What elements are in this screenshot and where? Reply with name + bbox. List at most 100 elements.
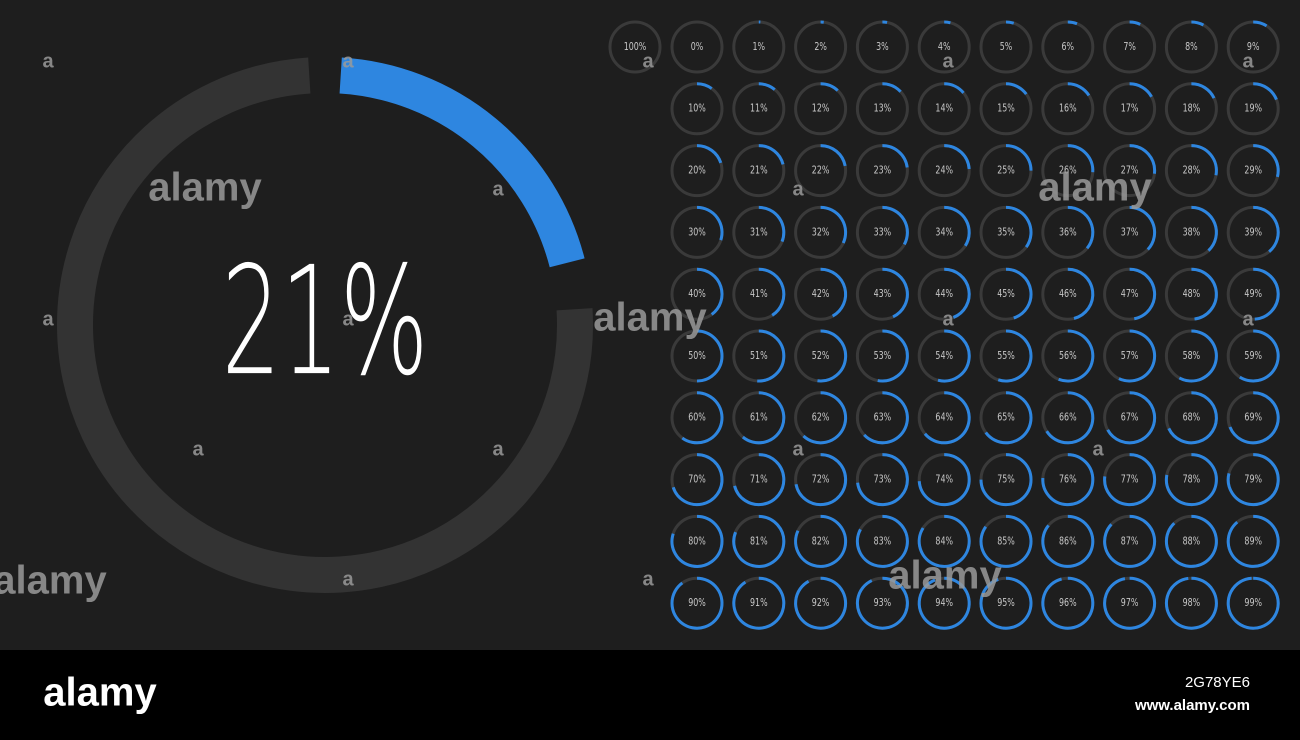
meter-label: 20% [688,164,706,177]
meter-label: 97% [1121,597,1139,610]
meter-track [670,20,724,74]
meter-arc [681,391,724,445]
footer-logo: alamy [43,671,157,715]
meter-track [608,20,662,74]
meter-arc [1253,205,1280,253]
meter-arc [855,514,909,568]
meter-label: 86% [1059,535,1077,548]
meter-arc [802,391,848,445]
meter-label: 100% [624,41,647,54]
meter-arc [794,514,848,568]
meter-arc [1164,576,1218,630]
meter-label: 77% [1121,473,1139,486]
meter-label: 95% [997,597,1015,610]
meter-arc [696,144,723,164]
meter-arc [863,391,909,445]
meter-label: 61% [750,411,768,424]
meter-arc [882,144,909,168]
meter-label: 35% [997,226,1015,239]
meter-label: 92% [812,597,830,610]
meter-arc [1191,205,1218,252]
watermark: a [792,438,804,460]
watermark: a [1242,50,1254,72]
meter-arc [820,82,839,92]
meter-arc [741,391,786,445]
meter-label: 66% [1059,411,1077,424]
watermark: a [492,438,504,460]
meter-arc [1191,82,1216,99]
meter-label: 25% [997,164,1015,177]
watermark: a [942,50,954,72]
meter-label: 40% [688,288,706,301]
meter-label: 6% [1062,41,1075,54]
meter-label: 38% [1183,226,1201,239]
meter-label: 51% [750,350,768,363]
meter-label: 70% [688,473,706,486]
meter-arc [1226,576,1280,630]
meter-label: 45% [997,288,1015,301]
meter-label: 23% [874,164,892,177]
meter-label: 62% [812,411,830,424]
meter-arc [1041,576,1095,630]
meter-label: 99% [1244,597,1262,610]
watermark: a [642,568,654,590]
meter-arc [339,57,585,268]
meter-label: 28% [1183,164,1201,177]
meter-arc [1103,514,1157,568]
meter-arc [944,20,951,25]
meter-label: 9% [1247,41,1260,54]
meter-label: 32% [812,226,830,239]
meter-label: 18% [1183,102,1201,115]
meter-arc [1103,576,1157,630]
meter-arc [670,576,724,630]
meter-arc [758,144,785,165]
meter-label: 90% [688,597,706,610]
meter-arc [1067,267,1095,320]
meter-arc [1129,82,1153,98]
meter-arc [758,82,776,91]
meter-label: 98% [1183,597,1201,610]
watermark: a [642,50,654,72]
meter-arc [882,205,909,246]
meter-arc [917,453,971,507]
meter-arc [979,514,1033,568]
meter-label: 93% [874,597,892,610]
meter-label: 7% [1123,41,1136,54]
meter-label: 15% [997,102,1015,115]
meter-label: 59% [1244,350,1262,363]
meter-label: 84% [935,535,953,548]
watermark: alamy [1038,166,1152,210]
meter-arc [696,329,724,383]
meter-arc [944,82,965,94]
meter-label: 96% [1059,597,1077,610]
meter-label: 4% [938,41,951,54]
meter-arc [1041,514,1095,568]
watermark: alamy [0,559,107,603]
meter-arc [1129,144,1157,174]
meter-arc [1167,391,1218,445]
meter-arc [1045,391,1095,445]
meter-label: 14% [935,102,953,115]
meter-label: 80% [688,535,706,548]
meter-label: 55% [997,350,1015,363]
meter-label: 88% [1183,535,1201,548]
meter-label: 57% [1121,350,1139,363]
meter-arc [1164,514,1218,568]
meter-label: 47% [1121,288,1139,301]
meter-label: 50% [688,350,706,363]
meter-arc [794,576,848,630]
meter-arc [979,453,1033,507]
watermark: a [42,50,54,72]
meter-arc [1067,205,1095,250]
meter-arc [794,453,848,507]
meter-label: 60% [688,411,706,424]
meter-arc [882,267,909,319]
watermark: a [342,50,354,72]
watermark: a [342,308,354,330]
meter-label: 56% [1059,350,1077,363]
meter-arc [1005,82,1028,96]
meter-label: 58% [1183,350,1201,363]
meter-arc [1103,453,1157,507]
meter-label: 46% [1059,288,1077,301]
meter-label: 21% [222,235,429,409]
